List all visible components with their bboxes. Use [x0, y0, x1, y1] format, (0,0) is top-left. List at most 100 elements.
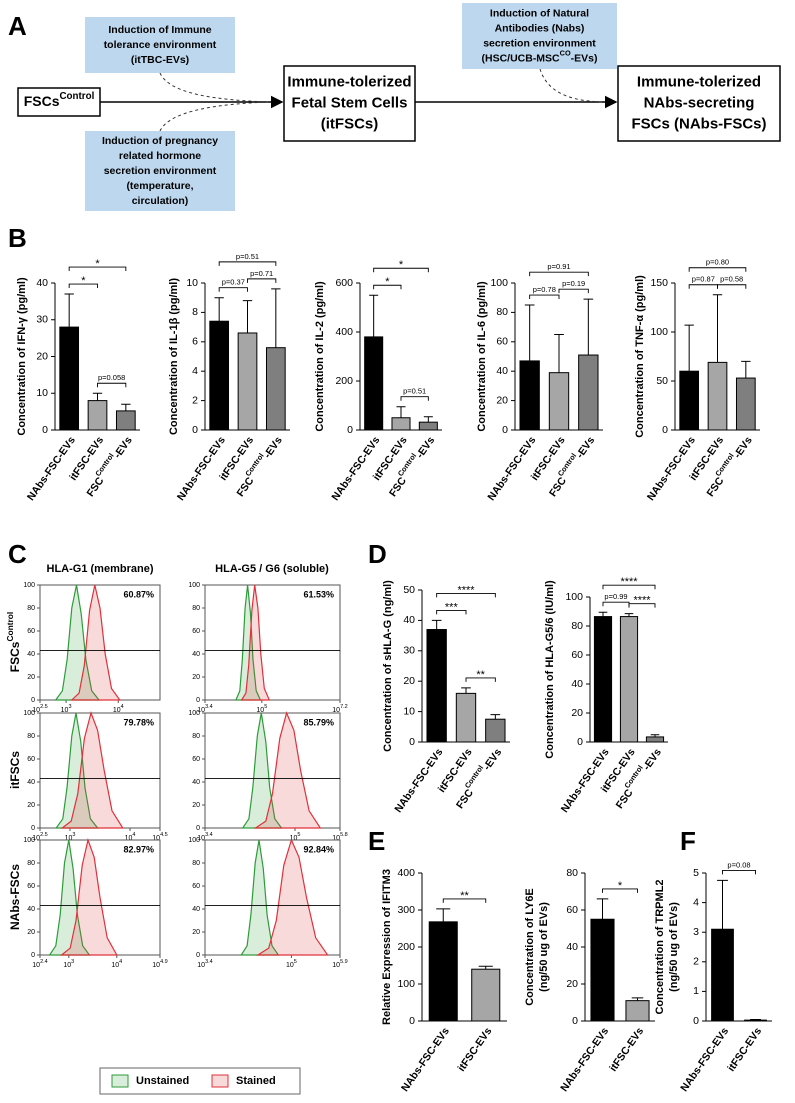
y-tick-label: 80: [192, 733, 200, 740]
significance-label: p=0.51: [403, 387, 426, 396]
y-tick-label: 1: [693, 985, 699, 997]
significance-bracket: [68, 266, 127, 272]
x-tick-base: 10: [286, 962, 294, 969]
x-tick-exponent: 3.4: [205, 832, 213, 838]
x-tick-base: 10: [152, 962, 160, 969]
y-tick-label: 80: [192, 860, 200, 867]
plot-frame: [204, 712, 341, 829]
error-bar: [478, 965, 493, 970]
significance-bracket: [247, 278, 277, 283]
y-tick-label: 80: [496, 306, 508, 318]
error-bar: [271, 288, 281, 348]
y-tick-label: 6: [192, 336, 198, 348]
bar: [237, 332, 258, 431]
row-label-part: FSCs: [8, 641, 22, 672]
x-tick-base: 10: [65, 835, 73, 842]
x-tick-base: 10: [332, 962, 340, 969]
significance-label: p=0.80: [706, 258, 729, 267]
x-tick-label: 103.4: [197, 704, 212, 713]
box-text: Induction of Natural: [490, 7, 589, 19]
y-tick-label: 60: [27, 883, 35, 890]
x-tick-label: 104: [111, 959, 122, 968]
x-tick-exponent: 4.5: [160, 832, 168, 838]
y-tick-label: 50: [656, 375, 668, 387]
box-text-part: -EVs): [571, 52, 598, 64]
y-tick-label: 60: [27, 628, 35, 635]
y-tick-label: 80: [27, 860, 35, 867]
error-bar: [214, 297, 224, 322]
significance-bracket: [97, 382, 127, 388]
node-text: (itFSCs): [321, 115, 379, 132]
bar: [455, 692, 477, 743]
y-tick-label: 30: [403, 645, 415, 657]
x-tick-label: 103: [61, 704, 72, 713]
x-tick-base: 10: [32, 835, 40, 842]
significance-label: p=0.99: [604, 592, 627, 601]
box-text: (temperature,: [126, 180, 193, 192]
error-bar: [524, 304, 535, 361]
y-tick-label: 80: [571, 620, 583, 632]
y-tick-label: 4: [693, 896, 699, 908]
y-tick-label: 0: [196, 697, 200, 704]
y-tick-label: 0: [196, 952, 200, 959]
y-tick-label: 400: [397, 867, 415, 879]
significance-label: **: [460, 890, 469, 902]
y-tick-label: 40: [27, 779, 35, 786]
x-tick-label: 105: [256, 704, 267, 713]
significance-bracket: [442, 898, 487, 903]
bar: [593, 616, 613, 743]
dashed-connector: [159, 101, 269, 132]
x-tick-exponent: 2.4: [40, 959, 48, 965]
column-title: HLA-G5 / G6 (soluble): [215, 563, 329, 575]
x-tick-label: 103: [63, 959, 74, 968]
bar: [426, 629, 447, 743]
node-text-part: FSCs: [24, 93, 60, 109]
dashed-connector: [159, 72, 269, 103]
node-text: FSCsControl: [24, 91, 95, 109]
y-tick-label: 100: [188, 837, 200, 844]
error-bar: [490, 714, 501, 720]
significance-bracket: [529, 271, 589, 277]
x-tick-exponent: 3: [71, 959, 74, 965]
y-tick-label: 20: [27, 929, 35, 936]
histogram-curve: [234, 584, 262, 701]
stage-node: [617, 65, 781, 142]
x-tick-label: 104: [125, 832, 136, 841]
box-text: (itTBC-EVs): [131, 54, 189, 66]
x-tick-label: 102.4: [32, 959, 47, 968]
y-tick-label: 40: [496, 365, 508, 377]
legend-swatch: [111, 1074, 129, 1088]
significance-bracket: [558, 288, 589, 294]
legend-label: Unstained: [136, 1075, 189, 1087]
y-tick-label: 60: [192, 883, 200, 890]
column-title: HLA-G1 (membrane): [47, 563, 154, 575]
bar: [418, 421, 438, 431]
error-bar: [684, 324, 694, 372]
y-tick-label: 0: [31, 825, 35, 832]
significance-label: *: [95, 258, 100, 270]
y-axis-label: Concentration of TNF-α (pg/ml): [634, 275, 646, 438]
y-tick-label: 80: [192, 605, 200, 612]
row-label-part: Control: [5, 612, 15, 642]
significance-label: *: [399, 259, 404, 271]
error-bar: [712, 294, 723, 363]
y-tick-label: 20: [496, 394, 508, 406]
y-tick-label: 40: [27, 651, 35, 658]
y-tick-label: 60: [192, 628, 200, 635]
node-text: Immune-tolerized: [637, 73, 761, 90]
percent-label: 61.53%: [303, 589, 334, 599]
x-tick-base: 10: [32, 707, 40, 714]
y-tick-label: 0: [31, 952, 35, 959]
significance-bracket: [436, 609, 467, 615]
histogram-curve: [253, 711, 322, 829]
histogram-curve: [240, 584, 271, 701]
x-tick-label: 104: [113, 704, 124, 713]
y-tick-label: 20: [192, 674, 200, 681]
bar: [115, 410, 136, 431]
x-tick-exponent: 5.9: [340, 959, 348, 965]
error-bar: [423, 416, 433, 423]
x-tick-label: 103: [65, 832, 76, 841]
histogram-curve: [54, 584, 101, 701]
panel-label: A: [8, 11, 27, 41]
y-tick-label: 20: [192, 929, 200, 936]
